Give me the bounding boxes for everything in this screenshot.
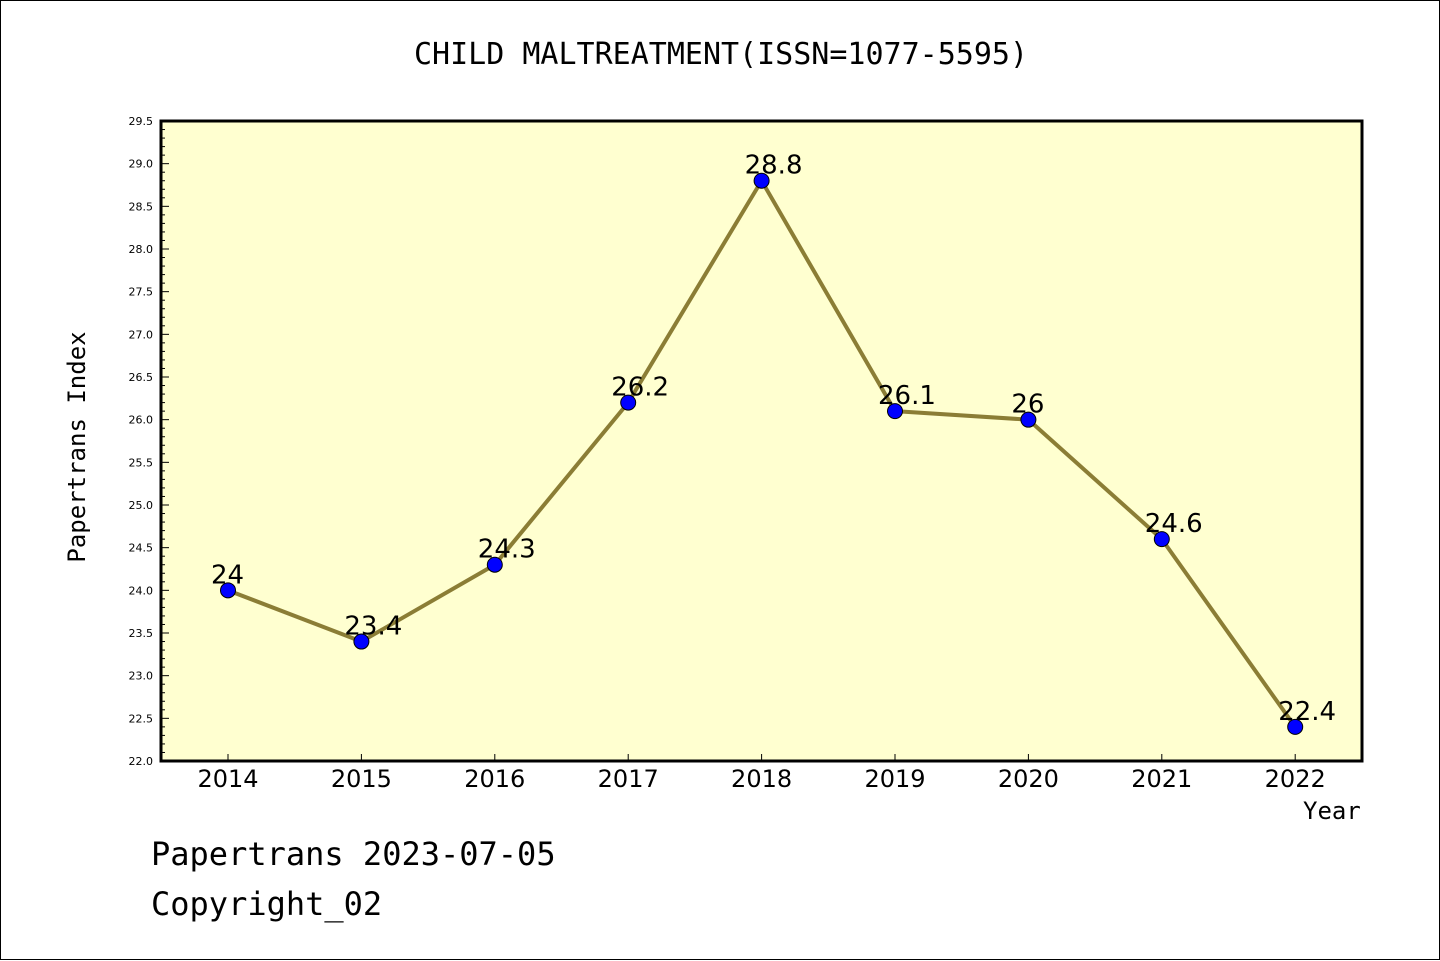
x-tick-label: 2015: [331, 765, 392, 793]
data-point: [753, 172, 770, 189]
y-tick-label: 28.0: [129, 243, 154, 256]
chart-title: CHILD MALTREATMENT(ISSN=1077-5595): [413, 37, 1029, 72]
footer-date: Papertrans 2023-07-05: [151, 835, 556, 873]
data-label: 26: [1011, 390, 1044, 420]
y-tick-label: 22.5: [129, 712, 154, 725]
footer-copyright: Copyright_02: [151, 885, 383, 923]
x-tick-label: 2019: [864, 765, 925, 793]
plot-area: [161, 121, 1362, 761]
y-tick-label: 26.0: [129, 414, 154, 427]
y-tick-label: 28.5: [129, 200, 154, 213]
y-tick-label: 23.0: [129, 670, 154, 683]
y-tick-label: 29.0: [129, 158, 154, 171]
data-point: [220, 582, 236, 599]
data-point: [353, 633, 370, 650]
y-tick-label: 26.5: [129, 371, 154, 384]
y-tick-label: 29.5: [129, 115, 154, 128]
y-tick-label: 27.0: [129, 328, 154, 341]
data-point: [620, 394, 637, 411]
data-point: [887, 403, 903, 420]
y-tick-label: 22.0: [129, 755, 154, 768]
y-tick-label: 24.0: [129, 584, 154, 597]
data-point: [1020, 411, 1037, 428]
y-tick-label: 24.5: [129, 542, 154, 555]
x-tick-label: 2017: [598, 765, 659, 793]
data-point: [486, 556, 503, 573]
data-label: 23.4: [344, 612, 402, 642]
data-label: 24.6: [1145, 509, 1203, 539]
x-tick-label: 2022: [1265, 765, 1326, 793]
x-tick-label: 2018: [731, 765, 792, 793]
data-label: 26.1: [878, 381, 936, 411]
y-tick-label: 25.0: [129, 499, 154, 512]
data-label: 26.2: [611, 373, 669, 403]
data-point: [1153, 531, 1170, 548]
y-tick-label: 25.5: [129, 456, 154, 469]
x-tick-label: 2020: [998, 765, 1059, 793]
data-label: 28.8: [745, 151, 803, 181]
data-label: 24: [211, 560, 244, 590]
x-tick-label: 2016: [464, 765, 525, 793]
y-tick-label: 23.5: [129, 627, 154, 640]
data-label: 24.3: [478, 535, 536, 565]
x-tick-label: 2014: [197, 765, 258, 793]
y-tick-label: 27.5: [129, 286, 154, 299]
x-tick-label: 2021: [1131, 765, 1192, 793]
data-point: [1287, 718, 1304, 735]
data-label: 22.4: [1278, 697, 1336, 727]
x-axis-label: Year: [1303, 797, 1361, 825]
plot-frame: [159, 119, 1364, 763]
